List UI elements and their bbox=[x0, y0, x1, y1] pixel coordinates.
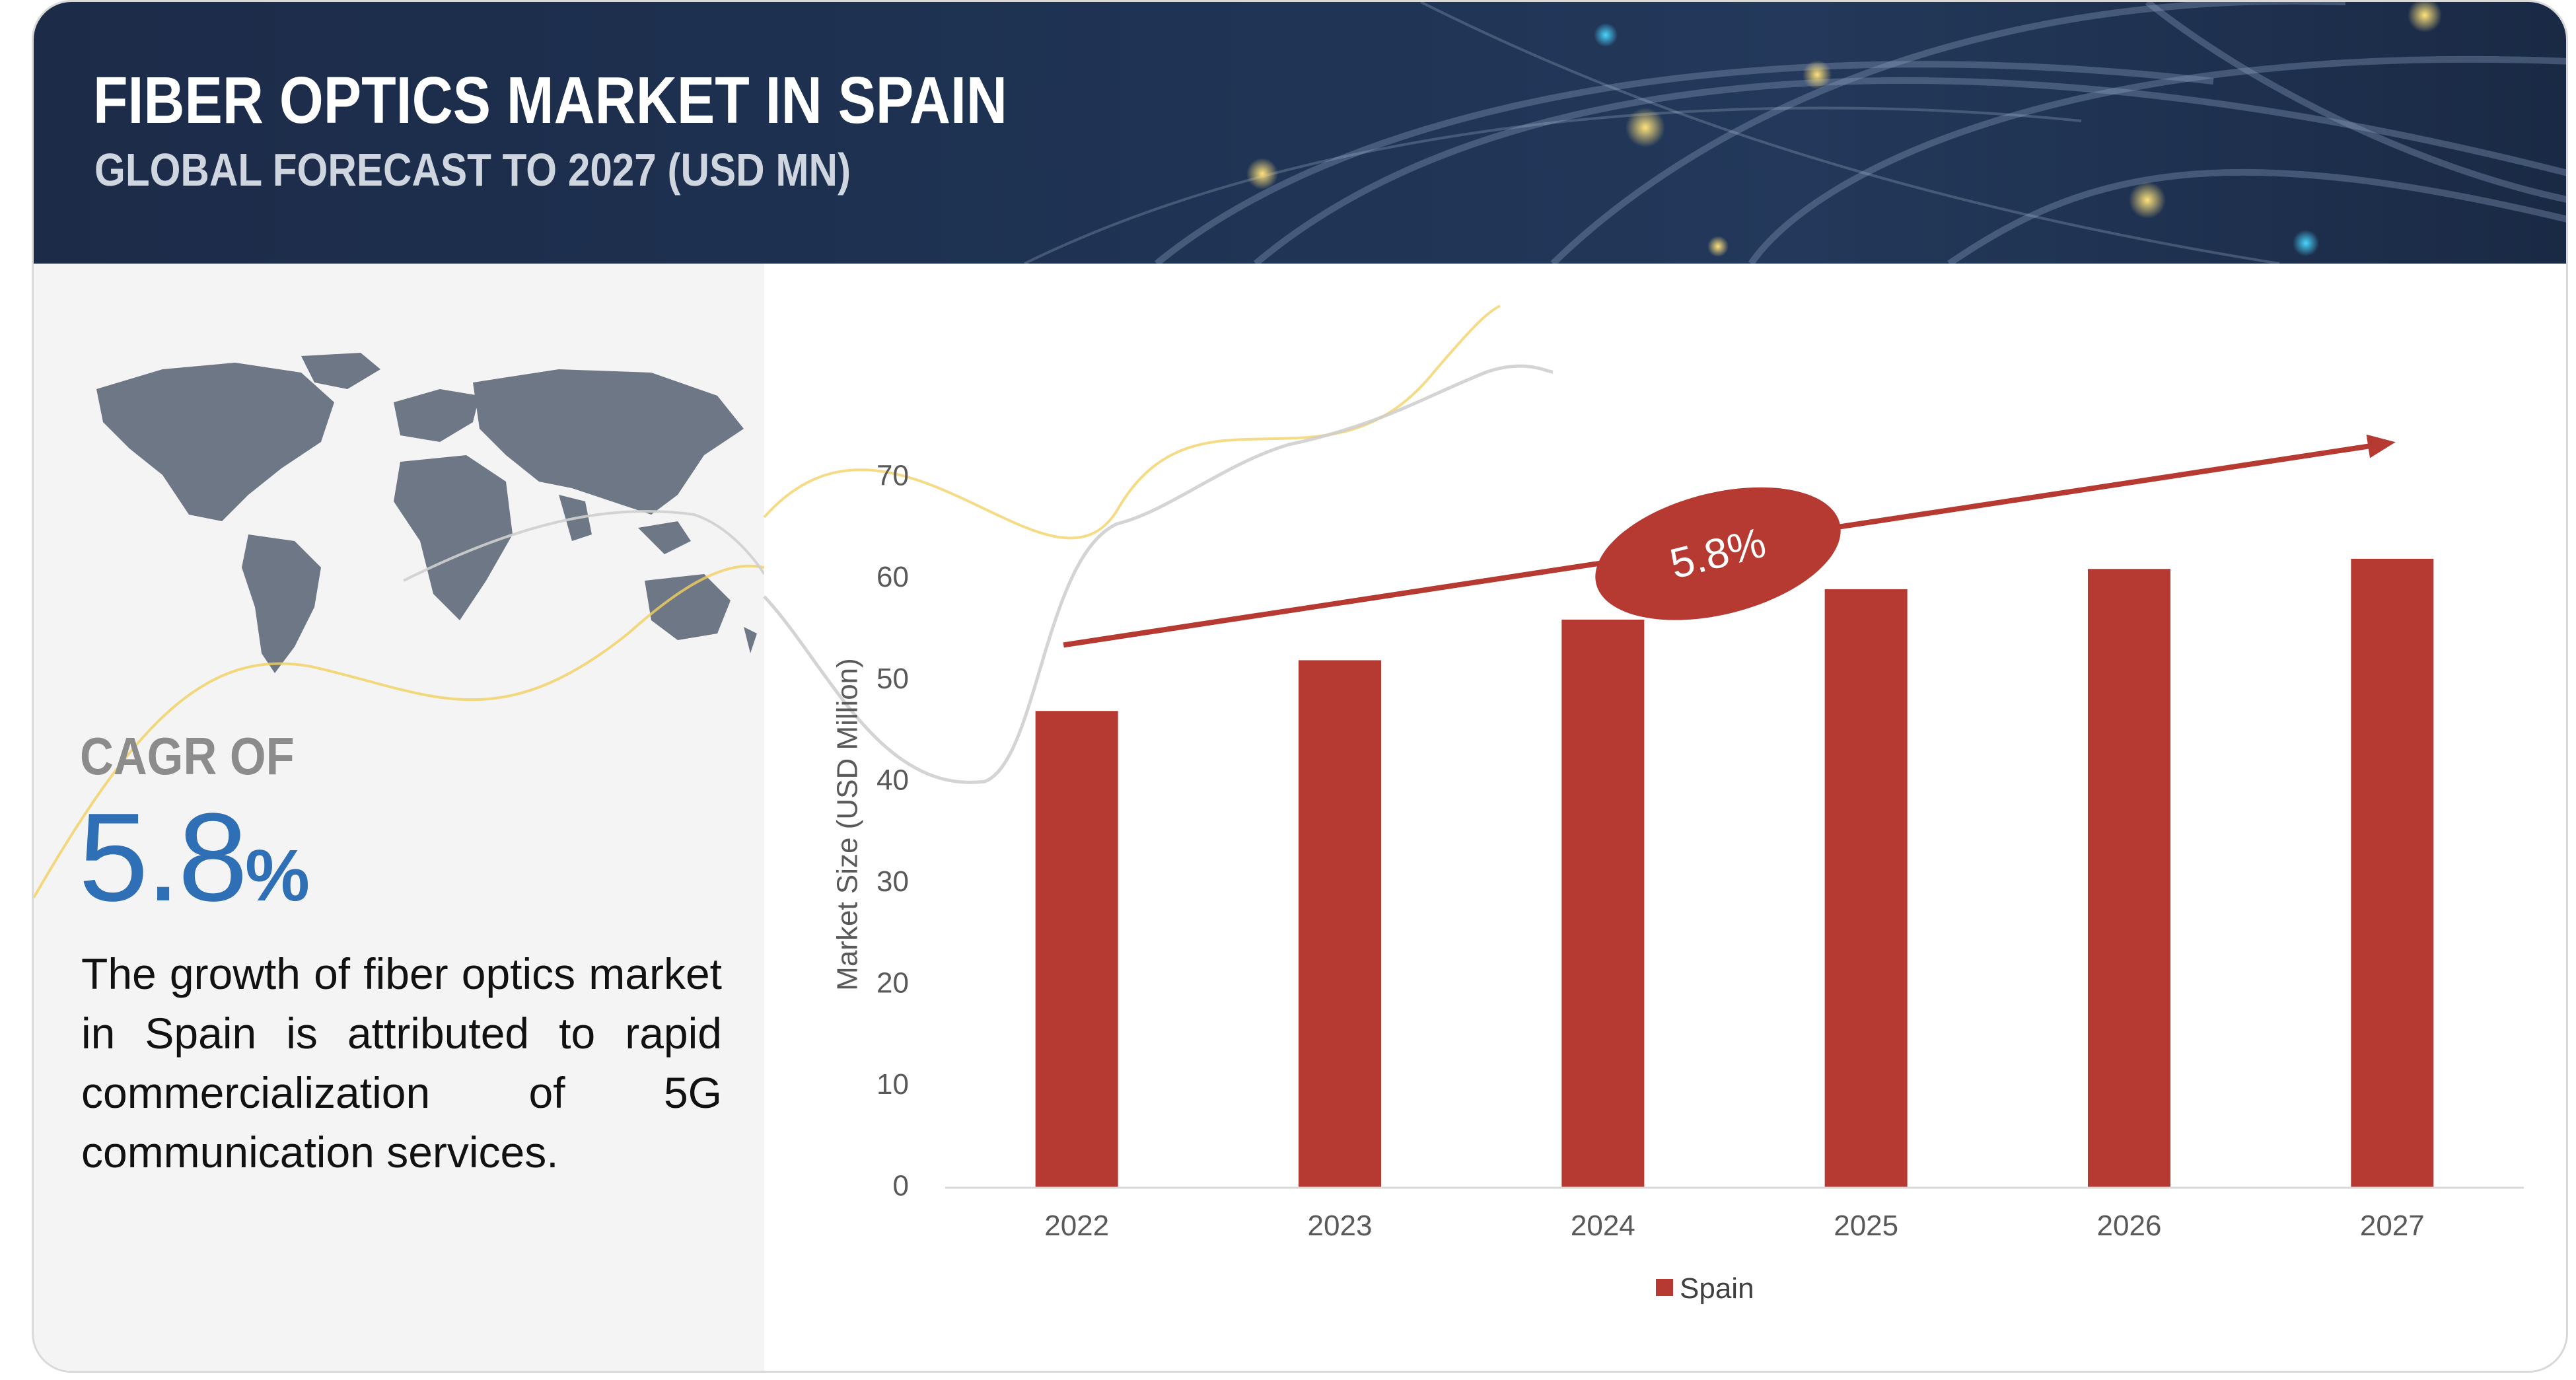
x-tick-label: 2027 bbox=[2360, 1210, 2425, 1242]
page-title: FIBER OPTICS MARKET IN SPAIN bbox=[93, 63, 1008, 137]
bar-2025 bbox=[1824, 589, 1908, 1188]
cagr-percent-sign: % bbox=[245, 835, 310, 916]
x-tick-label: 2024 bbox=[1571, 1210, 1635, 1242]
y-tick-label: 0 bbox=[893, 1170, 909, 1202]
bar-2022 bbox=[1035, 711, 1118, 1188]
bar-2024 bbox=[1561, 620, 1645, 1188]
bars bbox=[1035, 558, 2434, 1188]
infographic-card: FIBER OPTICS MARKET IN SPAIN GLOBAL FORE… bbox=[32, 0, 2568, 1373]
y-tick-label: 40 bbox=[877, 764, 909, 796]
cagr-label: CAGR OF bbox=[80, 727, 295, 785]
x-tick-label: 2023 bbox=[1308, 1210, 1373, 1242]
header-banner: FIBER OPTICS MARKET IN SPAIN GLOBAL FORE… bbox=[34, 2, 2566, 264]
chart-legend: Spain bbox=[1656, 1272, 1754, 1305]
cagr-number: 5.8 bbox=[79, 787, 248, 927]
y-axis-label: Market Size (USD Million) bbox=[832, 658, 864, 991]
y-tick-label: 60 bbox=[877, 561, 909, 593]
fiber-curve-decoration bbox=[34, 509, 764, 898]
page-subtitle: GLOBAL FORECAST TO 2027 (USD MN) bbox=[94, 144, 851, 196]
y-tick-label: 10 bbox=[877, 1068, 909, 1101]
bar-2023 bbox=[1299, 660, 1381, 1188]
chart-fiber-decoration bbox=[763, 305, 1554, 784]
x-axis-ticks: 2022 2023 2024 2025 2026 2027 bbox=[1044, 1210, 2425, 1242]
y-tick-label: 50 bbox=[877, 663, 909, 695]
legend-label: Spain bbox=[1680, 1272, 1754, 1305]
x-tick-label: 2022 bbox=[1044, 1210, 1109, 1242]
bar-2026 bbox=[2088, 569, 2170, 1188]
y-tick-label: 20 bbox=[877, 966, 909, 999]
y-axis-ticks: 0 10 20 30 40 50 60 70 bbox=[877, 460, 909, 1202]
growth-description: The growth of fiber optics market in Spa… bbox=[81, 949, 722, 1177]
bar-chart: 0 10 20 30 40 50 60 70 2022 2023 2024 2025 2026 2027… bbox=[763, 305, 2524, 1305]
summary-panel: CAGR OF 5.8% The growth of fiber optics … bbox=[34, 264, 764, 1371]
fiber-strands-decoration bbox=[1024, 2, 2566, 264]
trend-arrow-head-icon bbox=[2366, 434, 2396, 458]
legend-swatch bbox=[1656, 1279, 1673, 1296]
x-tick-label: 2026 bbox=[2097, 1210, 2162, 1242]
y-tick-label: 30 bbox=[877, 865, 909, 898]
y-tick-label: 70 bbox=[877, 460, 909, 492]
cagr-value: 5.8% bbox=[79, 785, 310, 929]
cagr-ellipse bbox=[1595, 487, 1841, 620]
bar-2027 bbox=[2351, 558, 2434, 1188]
world-map-icon bbox=[96, 353, 757, 673]
cagr-annotation: 5.8% bbox=[1063, 434, 2396, 648]
x-tick-label: 2025 bbox=[1834, 1210, 1898, 1242]
